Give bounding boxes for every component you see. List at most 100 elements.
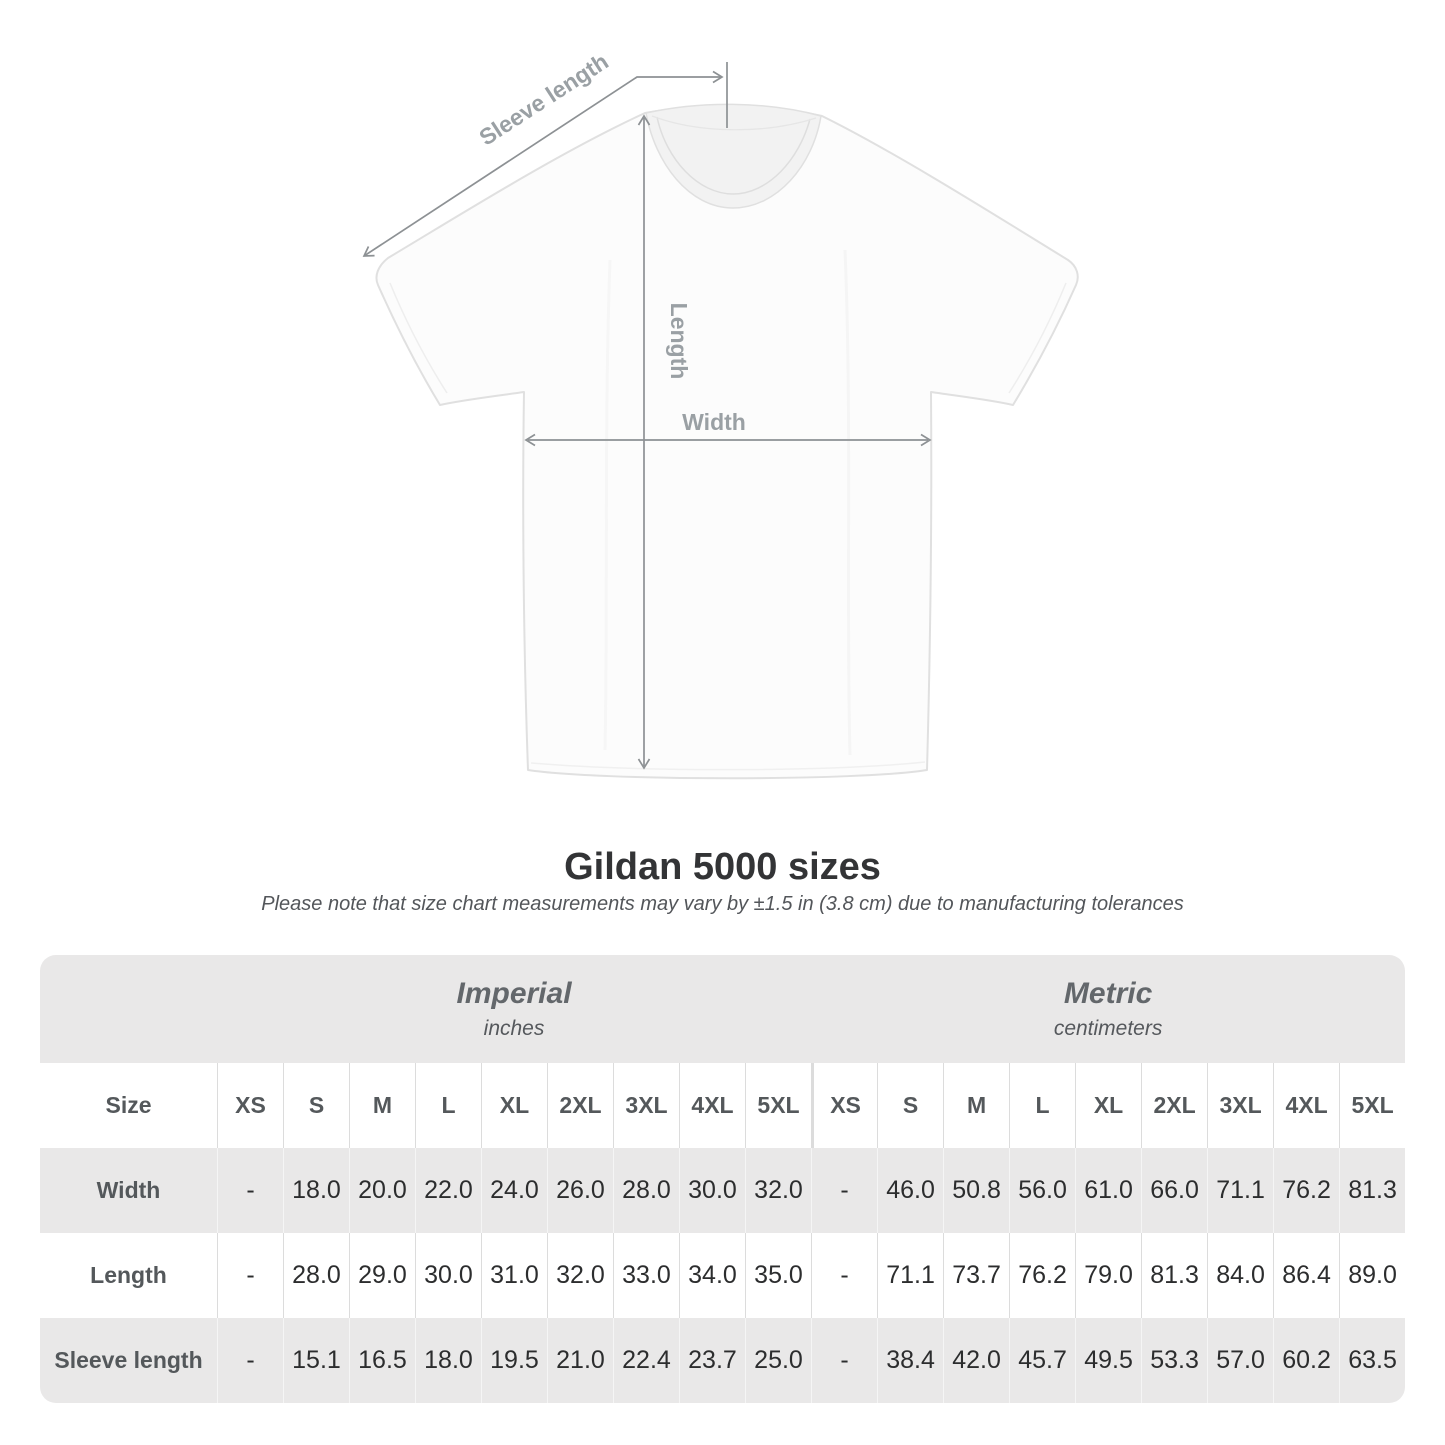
value-cell: - [217,1318,283,1403]
value-cell: 16.5 [349,1318,415,1403]
size-header-metric-5xl: 5XL [1339,1063,1405,1148]
imperial-label: Imperial [456,977,572,1010]
value-cell: 76.2 [1009,1233,1076,1318]
size-table: Imperial inches Metric centimeters Size … [40,955,1405,1403]
row-label-length: Length [40,1233,217,1318]
size-header-metric-l: L [1009,1063,1076,1148]
value-cell: 53.3 [1141,1318,1208,1403]
value-cell: - [811,1233,878,1318]
value-cell: 15.1 [283,1318,349,1403]
size-header-metric-4xl: 4XL [1273,1063,1340,1148]
size-header-imperial-l: L [415,1063,481,1148]
row-label-width: Width [40,1148,217,1233]
value-cell: 73.7 [943,1233,1010,1318]
value-cell: 46.0 [877,1148,944,1233]
size-table-grid: Imperial inches Metric centimeters Size … [40,955,1405,1403]
value-cell: - [811,1318,878,1403]
length-row: Length - 28.0 29.0 30.0 31.0 32.0 33.0 3… [40,1233,1405,1318]
value-cell: 30.0 [679,1148,745,1233]
value-cell: 49.5 [1075,1318,1142,1403]
sleeve-length-label: Sleeve length [474,48,613,151]
value-cell: 79.0 [1075,1233,1142,1318]
size-header-imperial-xl: XL [481,1063,547,1148]
width-label: Width [682,409,746,435]
value-cell: 19.5 [481,1318,547,1403]
value-cell: - [217,1148,283,1233]
value-cell: 25.0 [745,1318,812,1403]
value-cell: 22.0 [415,1148,481,1233]
value-cell: 81.3 [1339,1148,1405,1233]
size-header-imperial-5xl: 5XL [745,1063,812,1148]
page-subtitle: Please note that size chart measurements… [261,893,1184,915]
tshirt-graphic [375,103,1079,780]
value-cell: 50.8 [943,1148,1010,1233]
value-cell: 23.7 [679,1318,745,1403]
value-cell: 29.0 [349,1233,415,1318]
table-corner-cell [40,955,217,1063]
value-cell: 89.0 [1339,1233,1405,1318]
size-header-metric-xl: XL [1075,1063,1142,1148]
size-header-metric-2xl: 2XL [1141,1063,1208,1148]
collar-back-seam [651,115,817,131]
value-cell: 28.0 [283,1233,349,1318]
value-cell: 33.0 [613,1233,679,1318]
value-cell: 32.0 [745,1148,812,1233]
width-arrow [524,433,932,447]
width-row: Width - 18.0 20.0 22.0 24.0 26.0 28.0 30… [40,1148,1405,1233]
size-header-metric-m: M [943,1063,1010,1148]
value-cell: 57.0 [1207,1318,1274,1403]
tshirt-size-diagram: Sleeve length Length Width [362,48,1079,780]
value-cell: 81.3 [1141,1233,1208,1318]
value-cell: 71.1 [1207,1148,1274,1233]
size-header-imperial-xs: XS [217,1063,283,1148]
length-label: Length [666,303,692,380]
row-label-sleeve-length: Sleeve length [40,1318,217,1403]
value-cell: 24.0 [481,1148,547,1233]
value-cell: 76.2 [1273,1148,1340,1233]
size-header-imperial-m: M [349,1063,415,1148]
value-cell: 18.0 [415,1318,481,1403]
fabric-fold [603,259,612,751]
value-cell: - [811,1148,878,1233]
value-cell: 63.5 [1339,1318,1405,1403]
value-cell: - [217,1233,283,1318]
value-cell: 28.0 [613,1148,679,1233]
imperial-group-header: Imperial inches [217,955,812,1063]
collar-inner-band [656,116,811,195]
value-cell: 61.0 [1075,1148,1142,1233]
size-header-metric-s: S [877,1063,944,1148]
value-cell: 56.0 [1009,1148,1076,1233]
length-arrow [637,114,651,770]
value-cell: 84.0 [1207,1233,1274,1318]
metric-group-header: Metric centimeters [811,955,1405,1063]
left-cuff-hem [389,282,448,394]
value-cell: 21.0 [547,1318,613,1403]
value-cell: 18.0 [283,1148,349,1233]
right-cuff-hem [1008,282,1067,394]
unit-group-header-row: Imperial inches Metric centimeters [40,955,1405,1063]
value-cell: 71.1 [877,1233,944,1318]
value-cell: 30.0 [415,1233,481,1318]
size-header-row: Size XS S M L XL 2XL 3XL 4XL 5XL XS S M … [40,1063,1405,1148]
value-cell: 42.0 [943,1318,1010,1403]
sleeve-length-row: Sleeve length - 15.1 16.5 18.0 19.5 21.0… [40,1318,1405,1403]
value-cell: 38.4 [877,1318,944,1403]
size-header-imperial-3xl: 3XL [613,1063,679,1148]
value-cell: 32.0 [547,1233,613,1318]
value-cell: 86.4 [1273,1233,1340,1318]
value-cell: 26.0 [547,1148,613,1233]
page-title: Gildan 5000 sizes [564,846,881,888]
size-header-metric-xs: XS [811,1063,878,1148]
value-cell: 66.0 [1141,1148,1208,1233]
tshirt-body [375,104,1079,780]
value-cell: 31.0 [481,1233,547,1318]
bottom-hem-seam [530,761,926,771]
size-column-header: Size [40,1063,217,1148]
value-cell: 22.4 [613,1318,679,1403]
sleeve-length-arrow [362,62,728,257]
metric-unit-label: centimeters [1053,1017,1163,1040]
value-cell: 45.7 [1009,1318,1076,1403]
value-cell: 35.0 [745,1233,812,1318]
size-header-imperial-s: S [283,1063,349,1148]
value-cell: 20.0 [349,1148,415,1233]
